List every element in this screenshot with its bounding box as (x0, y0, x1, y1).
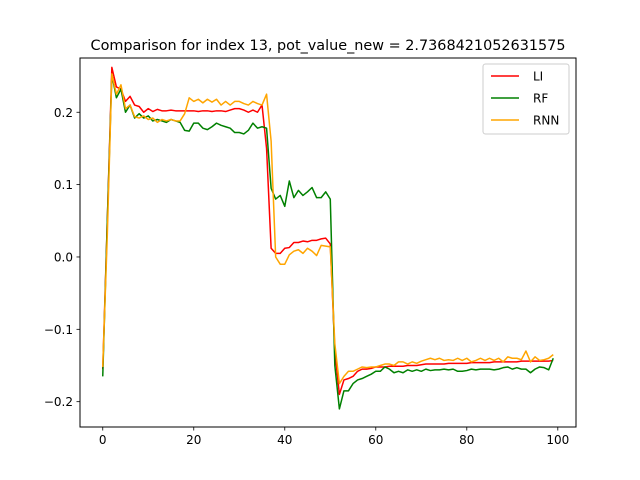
x-tick-label: 40 (277, 433, 292, 447)
x-tick-label: 100 (546, 433, 569, 447)
legend-box (482, 63, 570, 135)
x-tick-label: 60 (368, 433, 383, 447)
y-tick-label: 0.0 (54, 250, 73, 264)
y-tick-label: −0.1 (44, 323, 73, 337)
y-tick-label: −0.2 (44, 395, 73, 409)
chart-title: Comparison for index 13, pot_value_new =… (91, 38, 566, 54)
series-group (102, 66, 554, 410)
legend-label-rnn: RNN (533, 114, 559, 128)
y-tick-label: 0.2 (54, 106, 73, 120)
x-axis: 0 20 40 60 80 100 (99, 427, 569, 447)
x-tick-label: 0 (99, 433, 107, 447)
series-line-li (102, 66, 554, 396)
series-line-rnn (102, 73, 554, 385)
x-tick-label: 80 (459, 433, 474, 447)
y-axis: −0.2 −0.1 0.0 0.1 0.2 (44, 106, 80, 409)
legend-label-li: LI (533, 70, 543, 84)
legend: LI RF RNN (482, 63, 570, 135)
legend-label-rf: RF (533, 92, 548, 106)
plot-frame (79, 57, 577, 428)
x-tick-label: 20 (186, 433, 201, 447)
y-tick-label: 0.1 (54, 178, 73, 192)
